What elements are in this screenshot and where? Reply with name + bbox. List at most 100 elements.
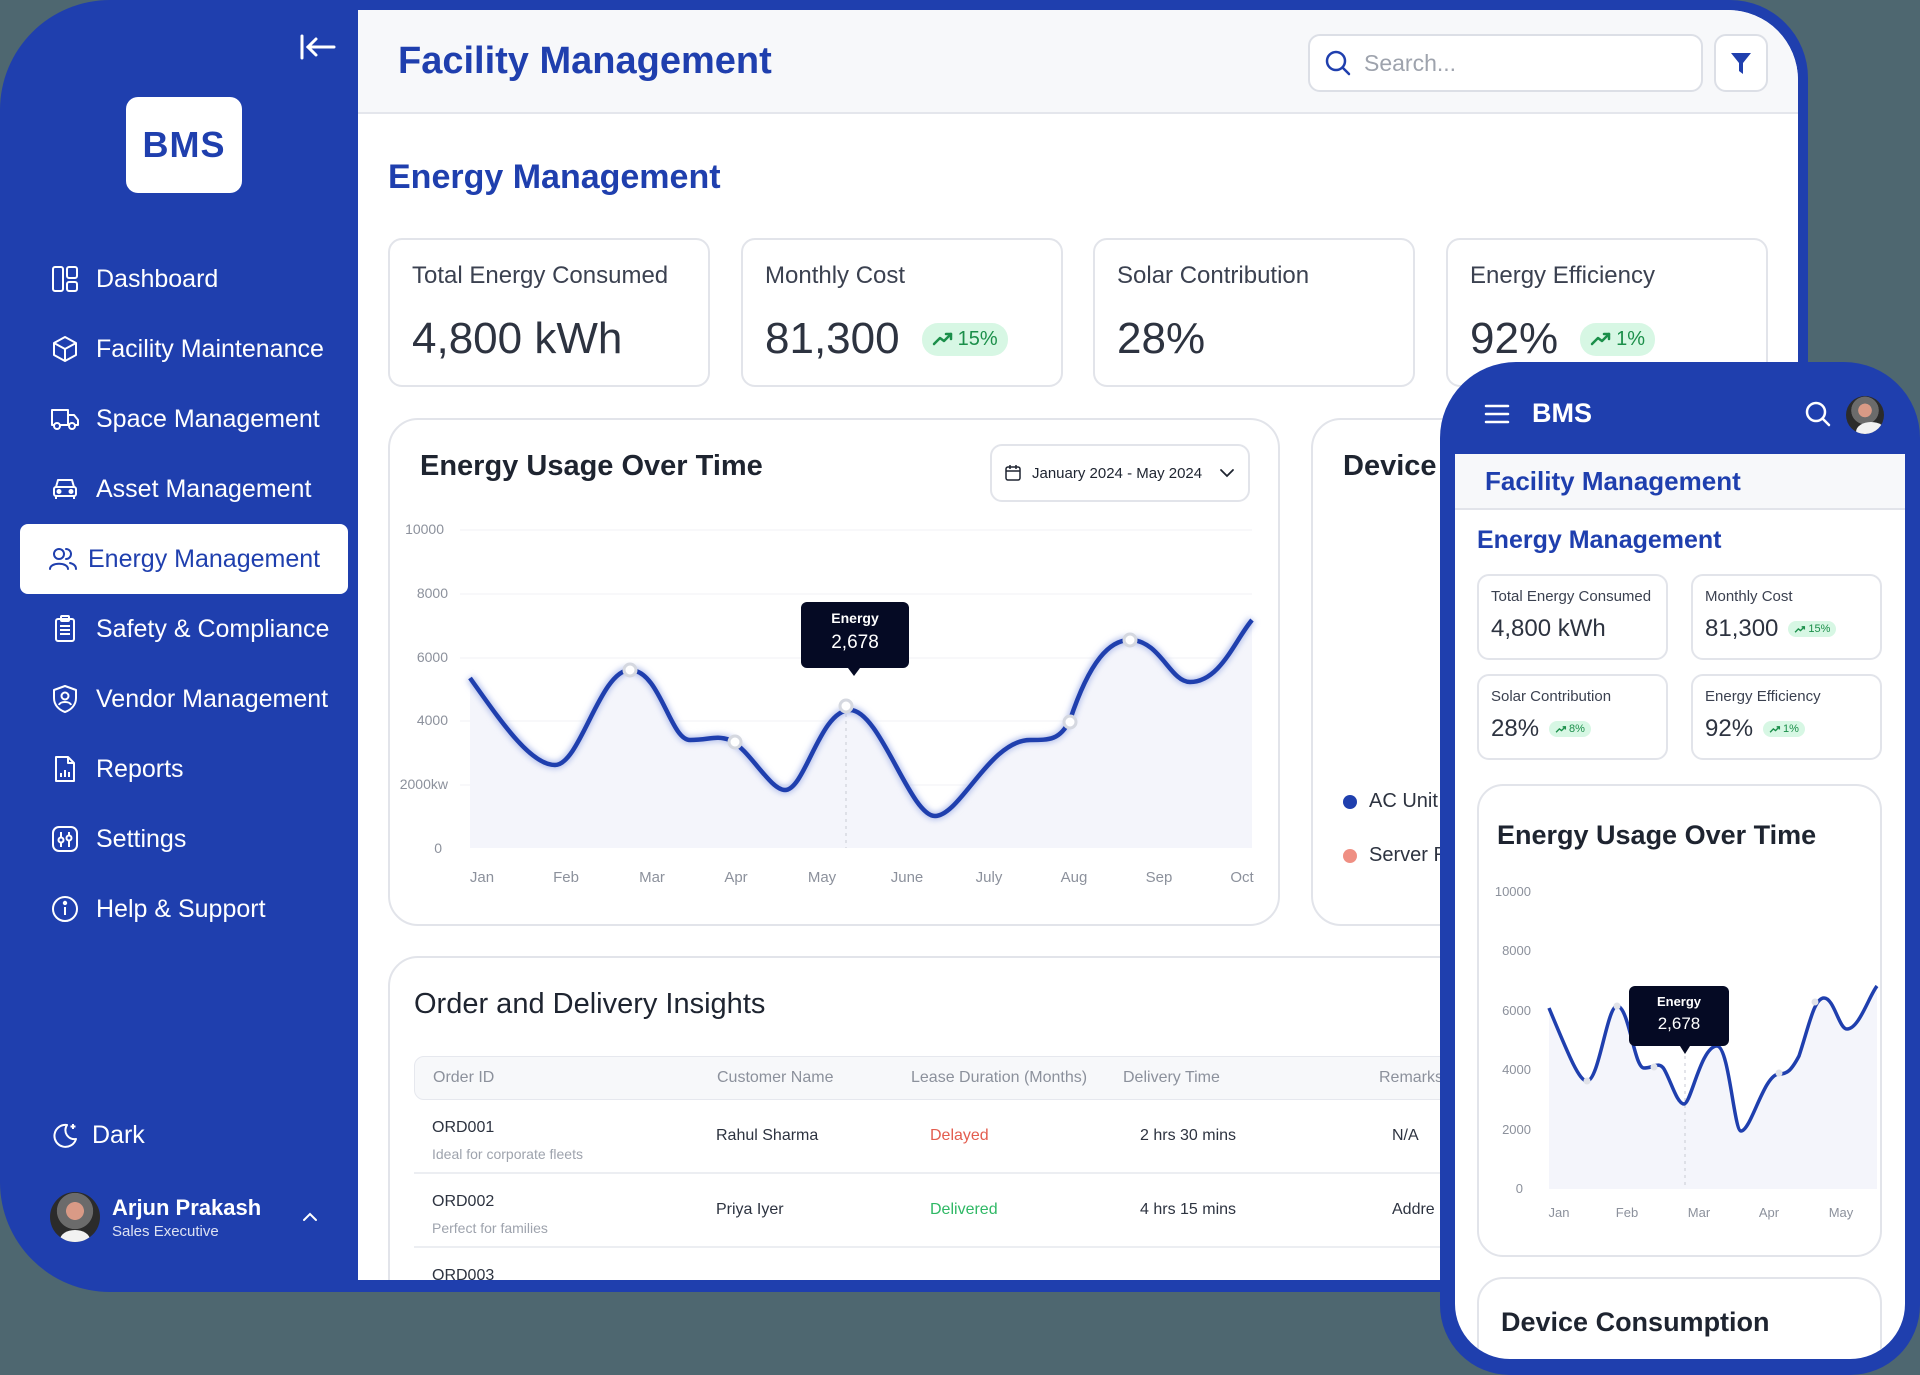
- mobile-kpi-solar: Solar Contribution 28% 8%: [1477, 674, 1668, 760]
- svg-text:0: 0: [1516, 1181, 1523, 1196]
- top-bar: Facility Management: [358, 10, 1798, 114]
- avatar[interactable]: [1846, 396, 1884, 434]
- search-icon[interactable]: [1804, 400, 1832, 428]
- svg-text:July: July: [976, 869, 1003, 886]
- sidebar-item-asset-management[interactable]: Asset Management: [20, 454, 348, 524]
- order-id: ORD001: [432, 1119, 495, 1136]
- mobile-brand: BMS: [1532, 398, 1592, 428]
- mobile-energy-chart-card: 10000 8000 6000 4000 2000 0 Jan Feb Mar Apr May E…: [1477, 784, 1882, 1257]
- users-icon: [49, 548, 77, 570]
- legend-item-ac-unit: AC Unit -: [1343, 790, 1450, 813]
- svg-text:8000: 8000: [1502, 943, 1531, 958]
- sidebar-item-safety-compliance[interactable]: Safety & Compliance: [20, 594, 348, 664]
- filter-icon: [1731, 53, 1751, 74]
- report-file-icon: [55, 756, 75, 782]
- column-header-customer[interactable]: Customer Name: [717, 1069, 834, 1086]
- svg-text:Mar: Mar: [1688, 1205, 1711, 1220]
- delivery-time: 4 hrs 15 mins: [1140, 1201, 1237, 1218]
- sidebar-item-label: Facility Maintenance: [96, 334, 324, 363]
- kpi-label: Total Energy Consumed: [412, 262, 669, 289]
- shield-user-icon: [53, 685, 77, 713]
- mobile-kpi-efficiency: Energy Efficiency 92% 1%: [1691, 674, 1882, 760]
- sidebar: BMS Dashboard Facility Maintenance Space…: [0, 0, 358, 1292]
- sidebar-item-settings[interactable]: Settings: [20, 804, 348, 874]
- table-row[interactable]: ORD001 Ideal for corporate fleets Rahul …: [414, 1100, 1794, 1174]
- column-header-order-id[interactable]: Order ID: [433, 1069, 495, 1086]
- kpi-card-total-energy: Total Energy Consumed 4,800 kWh: [388, 238, 710, 387]
- trend-badge: 1%: [1763, 721, 1805, 737]
- mobile-section-title: Energy Management: [1477, 526, 1722, 554]
- chevron-up-icon[interactable]: [300, 1207, 320, 1227]
- column-header-delivery-time[interactable]: Delivery Time: [1123, 1069, 1220, 1086]
- dark-mode-label: Dark: [92, 1120, 145, 1149]
- sidebar-item-space-management[interactable]: Space Management: [20, 384, 348, 454]
- sidebar-item-reports[interactable]: Reports: [20, 734, 348, 804]
- legend-dot: [1343, 848, 1357, 863]
- kpi-label: Monthly Cost: [765, 262, 906, 289]
- user-profile[interactable]: Arjun Prakash Sales Executive: [50, 1192, 320, 1242]
- sidebar-item-dashboard[interactable]: Dashboard: [20, 244, 348, 314]
- svg-text:Aug: Aug: [1061, 869, 1088, 886]
- cube-icon: [53, 336, 77, 362]
- dark-mode-toggle[interactable]: Dark: [50, 1120, 145, 1150]
- search-input[interactable]: [1364, 49, 1684, 77]
- svg-text:May: May: [808, 869, 837, 886]
- mobile-chart-title: Energy Usage Over Time: [1497, 820, 1817, 850]
- order-id: ORD003: [432, 1267, 495, 1280]
- kpi-value: 4,800 kWh: [1491, 615, 1606, 642]
- svg-text:Sep: Sep: [1146, 869, 1173, 886]
- sidebar-item-vendor-management[interactable]: Vendor Management: [20, 664, 348, 734]
- svg-text:10000: 10000: [405, 521, 444, 537]
- search-box[interactable]: [1308, 34, 1703, 92]
- sidebar-item-facility-maintenance[interactable]: Facility Maintenance: [20, 314, 348, 384]
- energy-usage-chart-card: 10000 8000 6000 4000 2000kw 0 Jan Feb Mar Apr Ma…: [388, 418, 1280, 926]
- date-range-value: January 2024 - May 2024: [1032, 464, 1203, 482]
- tooltip-value: 2,678: [1657, 1014, 1701, 1033]
- sidebar-item-label: Dashboard: [96, 264, 219, 293]
- trend-badge: 15%: [1788, 621, 1837, 637]
- table-row[interactable]: ORD003: [414, 1248, 1794, 1280]
- column-header-lease[interactable]: Lease Duration (Months): [911, 1069, 1088, 1086]
- svg-text:10000: 10000: [1495, 884, 1531, 899]
- status-delivered: Delivered: [930, 1201, 998, 1218]
- device-card-title: Device: [1343, 450, 1437, 482]
- column-header-remarks[interactable]: Remarks: [1379, 1069, 1444, 1086]
- trend-badge: 8%: [1549, 721, 1591, 737]
- avatar: [50, 1192, 100, 1242]
- kpi-label: Energy Efficiency: [1705, 688, 1821, 705]
- trend-up-icon: [1795, 625, 1806, 633]
- mobile-device-consumption-card: Device Consumption: [1477, 1277, 1882, 1359]
- table-title: Order and Delivery Insights: [414, 988, 766, 1020]
- sliders-icon: [52, 826, 78, 852]
- chevron-down-icon: [1220, 469, 1234, 478]
- filter-button[interactable]: [1714, 34, 1768, 92]
- kpi-label: Solar Contribution: [1491, 688, 1612, 705]
- hamburger-menu-icon[interactable]: [1484, 404, 1510, 424]
- chart-tooltip: [801, 602, 909, 676]
- kpi-value: 92%: [1470, 314, 1559, 363]
- delivery-time: 2 hrs 30 mins: [1140, 1127, 1237, 1144]
- table-row[interactable]: ORD002 Perfect for families Priya Iyer D…: [414, 1174, 1794, 1248]
- user-role: Sales Executive: [112, 1222, 219, 1240]
- kpi-value: 28%: [1117, 314, 1206, 363]
- sidebar-item-energy-management[interactable]: Energy Management: [20, 524, 348, 594]
- sidebar-item-help-support[interactable]: Help & Support: [20, 874, 348, 944]
- kpi-label: Solar Contribution: [1117, 262, 1310, 289]
- kpi-label: Monthly Cost: [1705, 588, 1793, 605]
- page-title: Facility Management: [398, 40, 772, 82]
- trend-up-icon: [1590, 332, 1611, 346]
- date-range-select[interactable]: January 2024 - May 2024: [990, 444, 1250, 502]
- svg-text:2000: 2000: [1502, 1122, 1531, 1137]
- svg-text:Apr: Apr: [724, 869, 747, 886]
- brand-logo: BMS: [126, 97, 242, 193]
- tooltip-label: Energy: [831, 610, 879, 626]
- trend-value: 8%: [1569, 723, 1585, 735]
- collapse-sidebar-icon[interactable]: [298, 32, 338, 62]
- svg-text:6000: 6000: [417, 649, 448, 665]
- customer-name: Rahul Sharma: [716, 1127, 819, 1144]
- svg-text:4000: 4000: [1502, 1062, 1531, 1077]
- order-desc: Perfect for families: [432, 1220, 548, 1236]
- search-icon: [1325, 50, 1351, 76]
- trend-value: 1%: [1783, 723, 1799, 735]
- moon-icon: [53, 1123, 77, 1148]
